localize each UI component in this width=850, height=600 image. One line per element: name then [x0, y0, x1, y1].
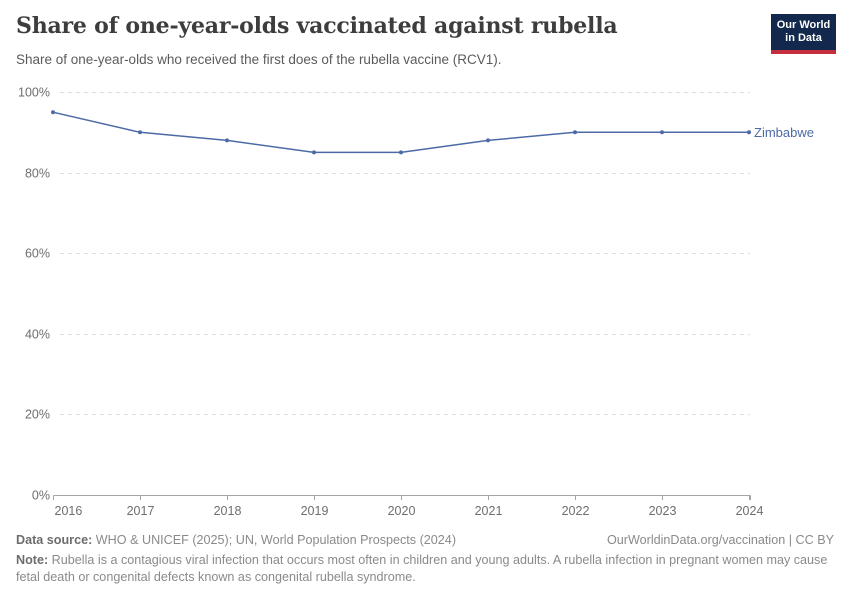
owid-logo: Our World in Data: [771, 14, 836, 54]
owid-logo-line2: in Data: [785, 32, 822, 44]
chart-note-text: Rubella is a contagious viral infection …: [16, 553, 828, 584]
x-axis-tick-label: 2016: [55, 504, 83, 518]
chart-note: Note: Rubella is a contagious viral infe…: [16, 552, 834, 585]
data-point: [573, 130, 577, 135]
data-point: [225, 138, 229, 143]
x-axis-tick-label: 2022: [562, 504, 590, 518]
data-point: [312, 150, 316, 155]
data-point: [486, 138, 490, 143]
y-axis-tick-label: 40%: [25, 328, 50, 342]
y-axis-tick-label: 80%: [25, 167, 50, 181]
x-axis-tick-label: 2018: [214, 504, 242, 518]
owid-logo-line1: Our World: [776, 19, 831, 31]
data-source-text: WHO & UNICEF (2025); UN, World Populatio…: [92, 533, 457, 547]
data-point: [747, 130, 751, 135]
x-axis-tick-label: 2023: [649, 504, 677, 518]
y-axis-tick-label: 0%: [32, 489, 50, 503]
y-axis-tick-label: 60%: [25, 247, 50, 261]
data-point: [399, 150, 403, 155]
chart-subtitle: Share of one-year-olds who received the …: [16, 52, 502, 67]
chart-note-label: Note:: [16, 553, 49, 567]
data-point: [51, 110, 55, 115]
y-axis-tick-label: 20%: [25, 408, 50, 422]
x-axis-tick-label: 2024: [736, 504, 764, 518]
x-axis-tick-label: 2021: [475, 504, 503, 518]
attribution-link[interactable]: OurWorldinData.org/vaccination | CC BY: [606, 533, 834, 547]
x-axis-tick-label: 2019: [301, 504, 329, 518]
series-line-zimbabwe: [52, 111, 749, 154]
footer-source-row: Data source: WHO & UNICEF (2025); UN, Wo…: [16, 532, 834, 548]
data-source: Data source: WHO & UNICEF (2025); UN, Wo…: [16, 532, 456, 548]
chart-title: Share of one-year-olds vaccinated agains…: [16, 13, 618, 39]
y-axis-tick-label: 100%: [18, 86, 50, 100]
data-source-label: Data source:: [16, 533, 93, 547]
data-point: [138, 130, 142, 135]
series-label[interactable]: Zimbabwe: [754, 125, 814, 140]
x-axis-tick-label: 2020: [388, 504, 416, 518]
x-axis-tick-label: 2017: [127, 504, 155, 518]
data-point: [660, 130, 664, 135]
